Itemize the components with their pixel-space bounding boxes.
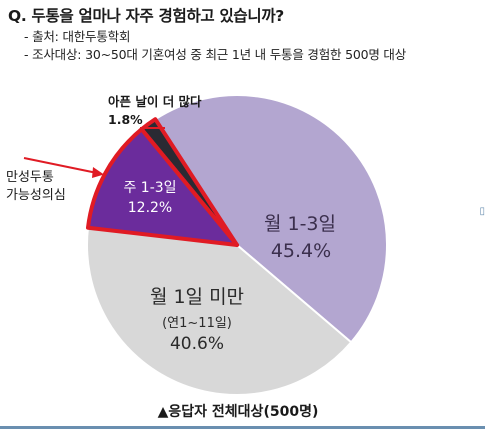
slice-label-under-monthly: 월 1일 미만 [150,286,244,308]
callout-line-2: 가능성의심 [6,188,66,203]
slice-value-under-monthly: 40.6% [170,334,224,354]
chronic-headache-callout: 만성두통 가능성의심 [6,158,104,203]
slice-value-daily: 1.8% [108,112,143,127]
slice-value-monthly-1-3: 45.4% [271,240,331,262]
slice-label-daily: 아픈 날이 더 많다 [108,94,202,109]
callout-line-1: 만성두통 [6,170,54,185]
respondents-footer: ▲응답자 전체대상(500명) [158,403,319,420]
slice-value-weekly-1-3: 12.2% [128,200,172,216]
pie-slices [87,95,387,395]
slice-label-weekly-1-3: 주 1-3일 [123,180,176,196]
corner-mark: ▯ [479,206,485,217]
slice-label-monthly-1-3: 월 1-3일 [264,213,336,235]
slice-sublabel-under-monthly: (연1~11일) [162,316,232,331]
